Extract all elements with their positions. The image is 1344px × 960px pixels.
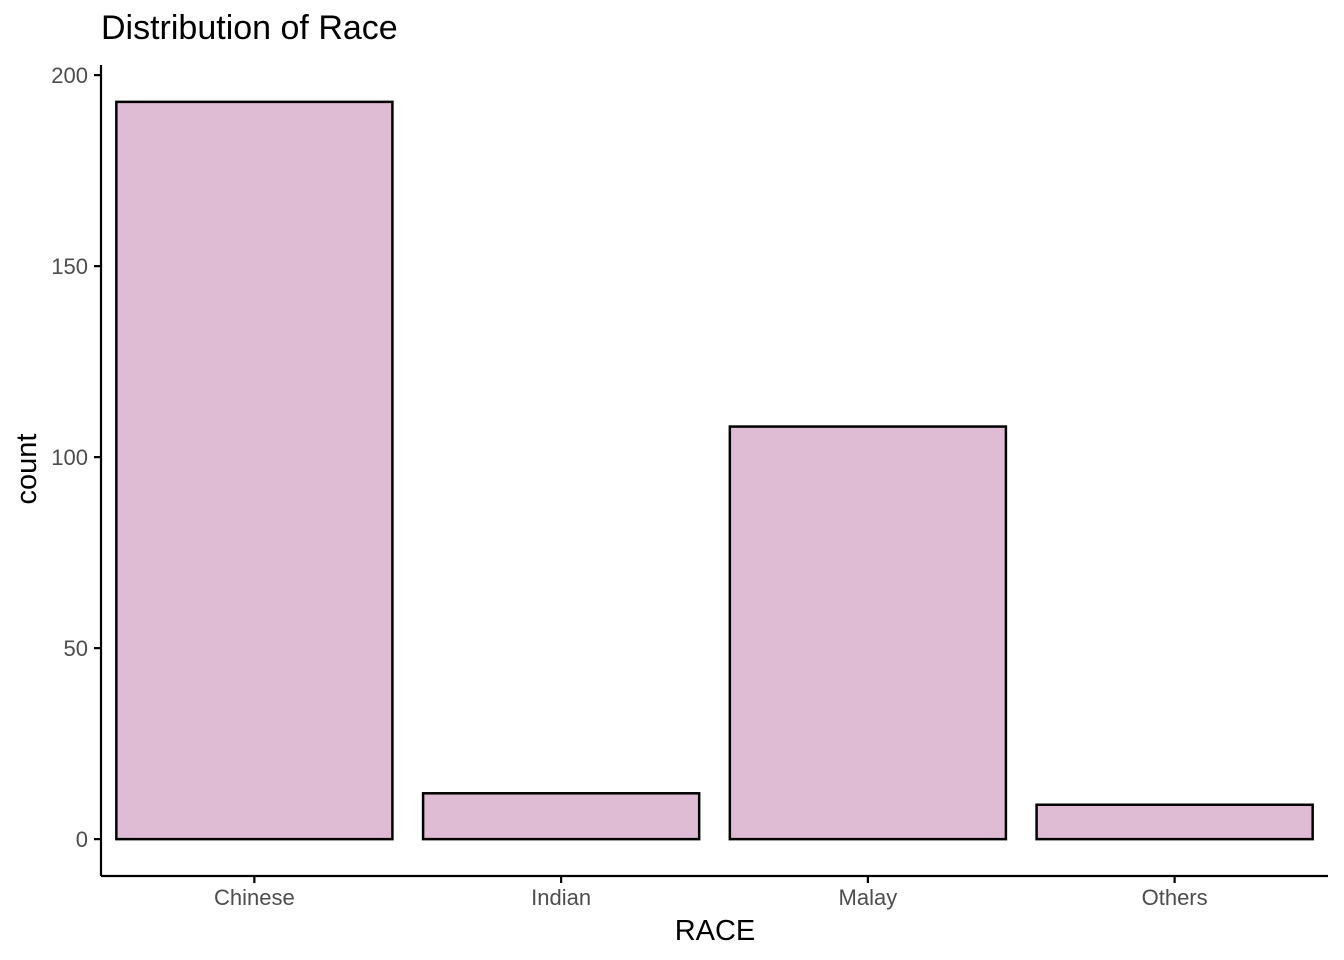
x-tick-label: Chinese <box>214 885 295 910</box>
y-axis-ticks: 0 50 100 150 200 <box>51 63 101 852</box>
bars <box>115 100 1314 841</box>
x-tick-label: Others <box>1142 885 1208 910</box>
y-tick-label: 0 <box>76 827 88 852</box>
axes <box>99 65 1328 878</box>
y-tick-label: 200 <box>51 63 88 88</box>
y-tick-label: 100 <box>51 445 88 470</box>
chart-title: Distribution of Race <box>101 9 398 47</box>
y-tick-label: 50 <box>64 636 88 661</box>
y-tick-label: 150 <box>51 254 88 279</box>
bar-chinese <box>115 100 394 841</box>
y-axis-title: count <box>11 434 43 505</box>
x-tick-label: Malay <box>839 885 898 910</box>
bar-others <box>1035 803 1314 841</box>
bar-malay <box>728 425 1008 841</box>
bar-indian <box>421 792 701 841</box>
x-axis-title: RACE <box>675 915 756 947</box>
x-tick-label: Indian <box>531 885 591 910</box>
x-axis-ticks: Chinese Indian Malay Others <box>214 876 1208 910</box>
